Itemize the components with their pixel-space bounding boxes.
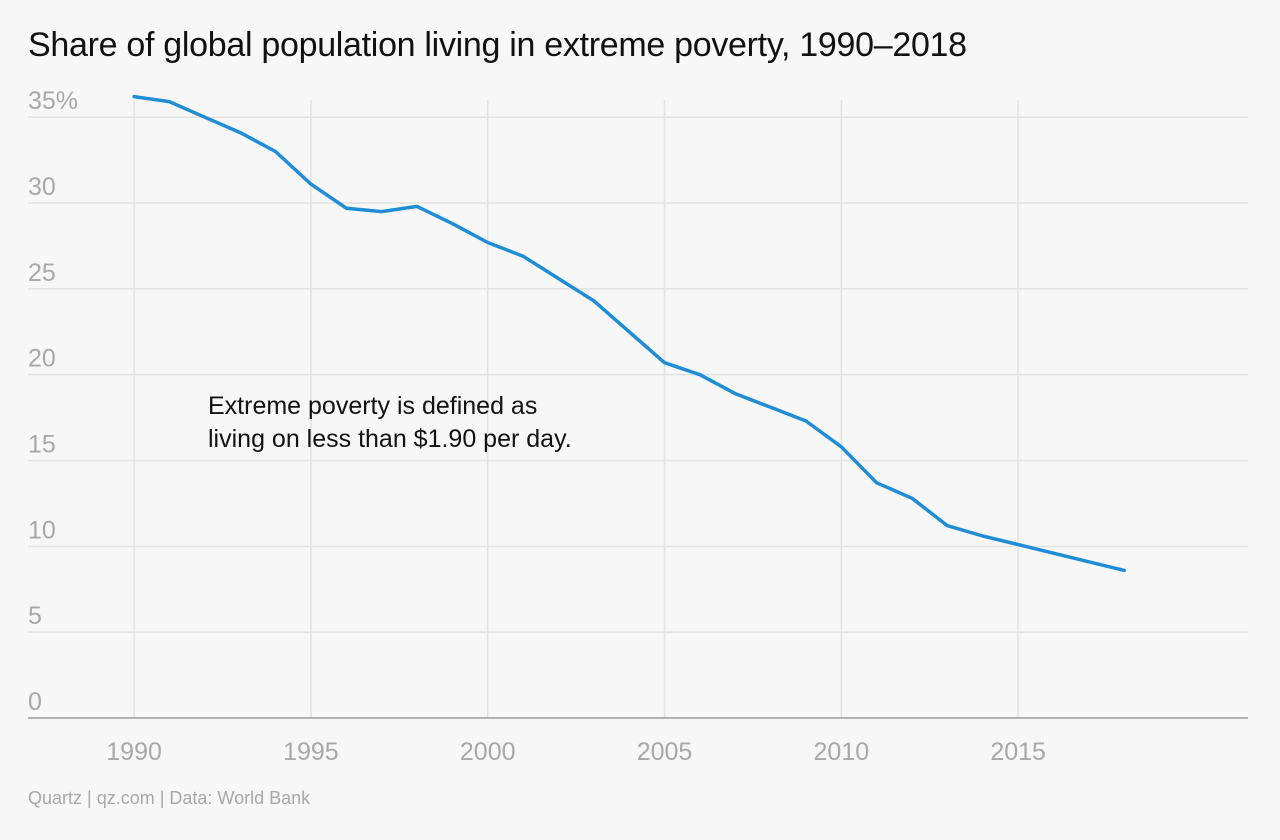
y-tick-label-0: 0 <box>28 688 42 716</box>
y-tick-label-25: 25 <box>28 259 56 287</box>
y-tick-label-30: 30 <box>28 173 56 201</box>
x-gridlines <box>133 100 1019 718</box>
x-tick-label-2010: 2010 <box>814 738 870 766</box>
x-tick-label-1990: 1990 <box>106 738 162 766</box>
y-tick-labels: 0 5 10 15 20 25 30 35% <box>28 87 78 716</box>
x-tick-label-2005: 2005 <box>637 738 693 766</box>
y-tick-label-20: 20 <box>28 345 56 373</box>
source-credit: Quartz | qz.com | Data: World Bank <box>28 788 311 808</box>
y-tick-label-35: 35% <box>28 87 78 115</box>
y-gridlines <box>28 116 1248 633</box>
x-tick-labels: 1990 1995 2000 2005 2010 2015 <box>106 738 1046 766</box>
y-tick-label-10: 10 <box>28 516 56 544</box>
x-tick-label-2000: 2000 <box>460 738 516 766</box>
x-tick-label-1995: 1995 <box>283 738 339 766</box>
y-tick-label-15: 15 <box>28 431 56 459</box>
y-tick-label-5: 5 <box>28 602 42 630</box>
series-line-0 <box>132 94 1126 573</box>
annotation-line-2: living on less than $1.90 per day. <box>208 425 572 453</box>
chart-title: Share of global population living in ext… <box>28 26 967 64</box>
series-group <box>132 94 1126 573</box>
x-tick-label-2015: 2015 <box>990 738 1046 766</box>
annotation-line-1: Extreme poverty is defined as <box>208 392 538 420</box>
annotation-note: Extreme poverty is defined as living on … <box>208 390 572 456</box>
